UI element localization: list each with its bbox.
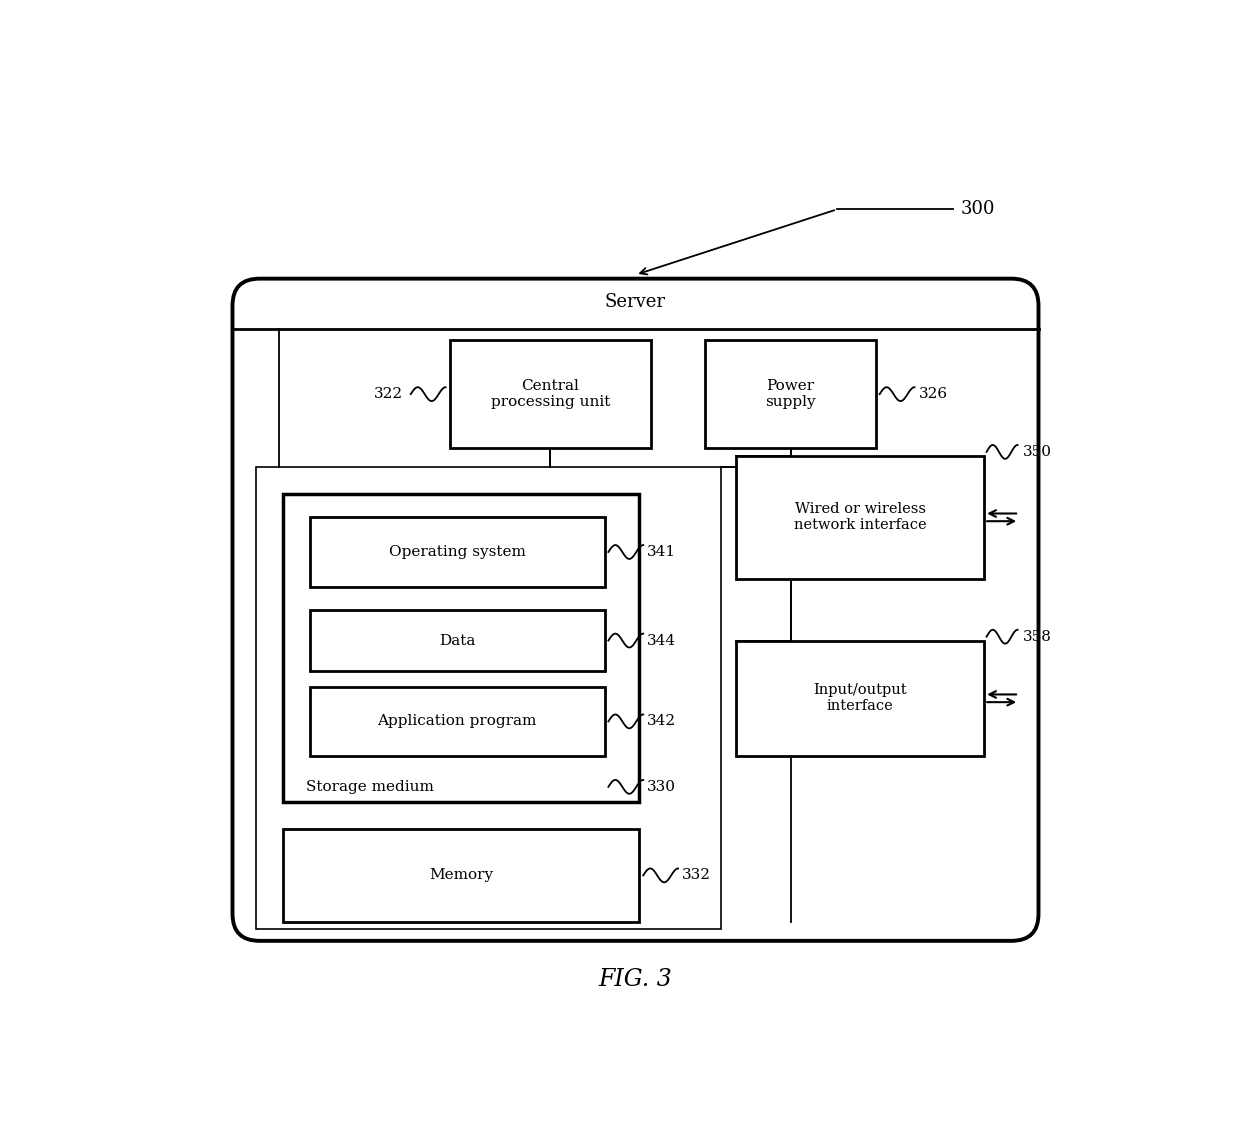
Text: Application program: Application program (377, 714, 537, 729)
Text: Data: Data (439, 633, 475, 648)
Text: Server: Server (605, 293, 666, 311)
Text: Input/output
interface: Input/output interface (813, 683, 908, 714)
Bar (283, 494, 640, 802)
Bar (706, 340, 875, 448)
Text: 358: 358 (1023, 630, 1052, 644)
Text: 350: 350 (1023, 445, 1052, 459)
Bar (283, 830, 640, 922)
Bar (737, 456, 985, 579)
Text: Storage medium: Storage medium (306, 780, 434, 793)
Text: Wired or wireless
network interface: Wired or wireless network interface (794, 503, 926, 532)
Text: Memory: Memory (429, 868, 494, 882)
Bar (310, 518, 605, 587)
Bar (449, 340, 651, 448)
Text: Central
processing unit: Central processing unit (491, 379, 610, 410)
Bar (310, 687, 605, 756)
Bar (310, 609, 605, 671)
Text: 326: 326 (919, 387, 947, 401)
Bar (255, 468, 720, 930)
FancyBboxPatch shape (233, 279, 1039, 941)
Text: Power
supply: Power supply (765, 379, 816, 410)
Text: 342: 342 (647, 714, 676, 729)
Text: 344: 344 (647, 633, 676, 648)
Text: Operating system: Operating system (389, 545, 526, 560)
Text: 341: 341 (647, 545, 676, 560)
Bar (737, 640, 985, 756)
Text: 330: 330 (647, 780, 676, 793)
Text: 322: 322 (374, 387, 403, 401)
Text: 300: 300 (961, 201, 996, 218)
Text: 332: 332 (682, 868, 711, 882)
Text: FIG. 3: FIG. 3 (599, 968, 672, 991)
